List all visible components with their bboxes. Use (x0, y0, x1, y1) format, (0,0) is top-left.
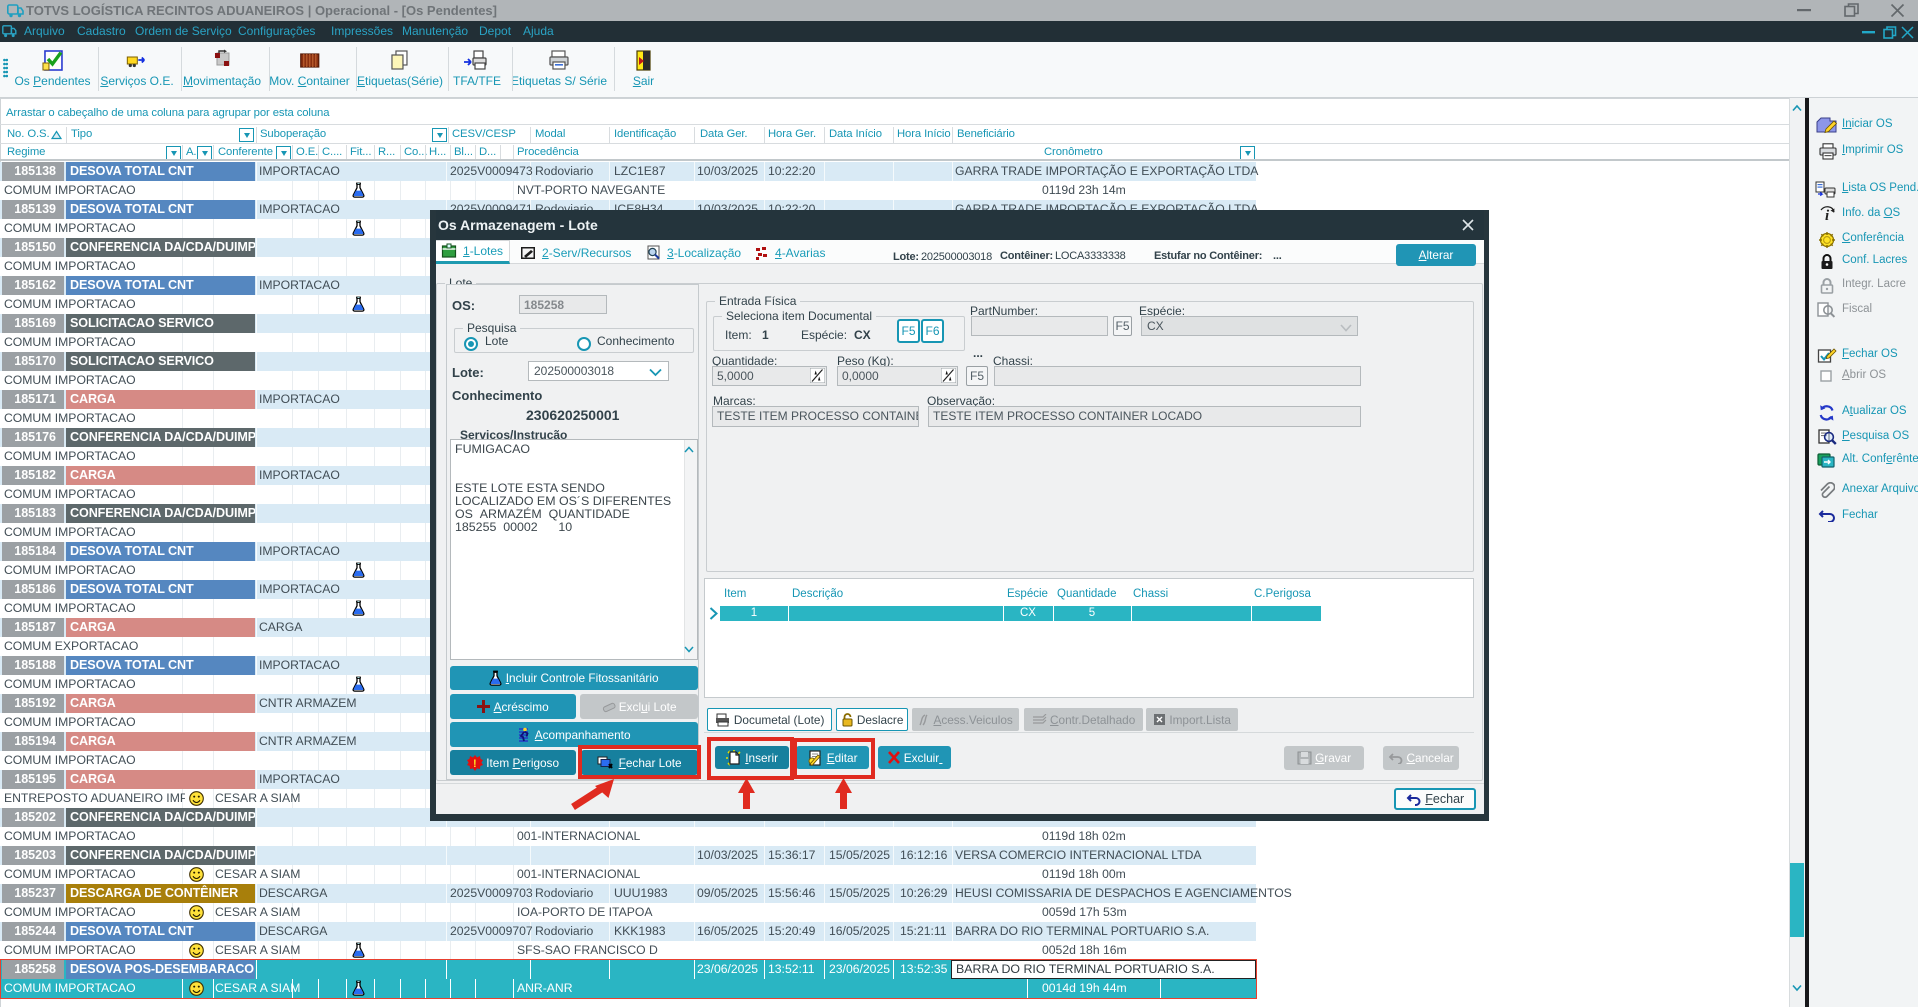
svg-text:i: i (1825, 208, 1830, 224)
svg-text:!: ! (473, 758, 477, 770)
